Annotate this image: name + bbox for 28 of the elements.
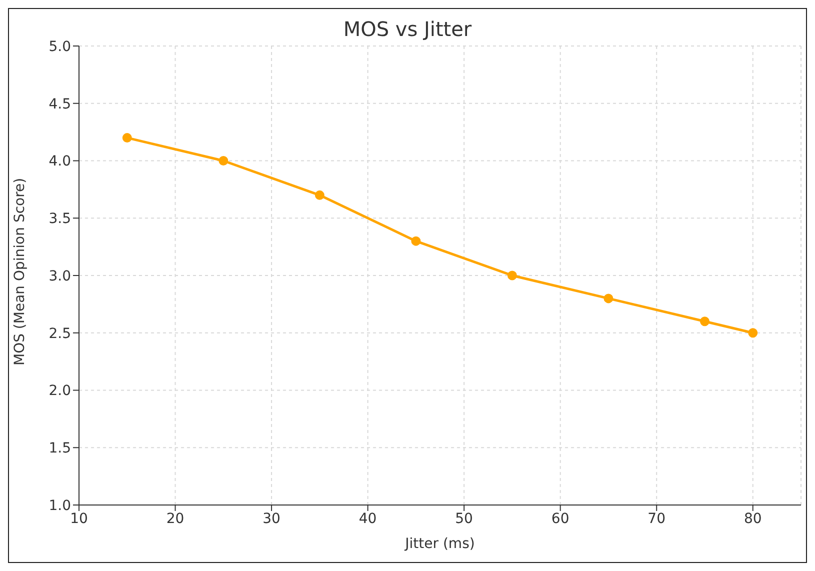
x-tick-label: 70: [648, 510, 666, 527]
y-tick-label: 1.0: [48, 498, 71, 514]
y-tick-label: 5.0: [48, 38, 71, 55]
y-tick-label: 2.5: [48, 326, 71, 342]
x-tick-label: 40: [358, 510, 377, 527]
point: [122, 133, 132, 143]
point: [604, 294, 614, 304]
x-tick-label: 50: [455, 510, 473, 527]
y-tick-label: 2.0: [48, 383, 71, 400]
x-tick-label: 60: [551, 510, 570, 527]
y-tick-label: 3.0: [48, 268, 71, 284]
x-tick-label: 10: [70, 510, 88, 527]
point: [411, 236, 421, 246]
y-tick-label: 3.5: [48, 211, 71, 228]
point: [314, 190, 324, 200]
point: [218, 156, 228, 166]
y-tick-label: 4.0: [48, 154, 71, 170]
point: [507, 270, 517, 280]
point: [748, 328, 758, 338]
chart-title: MOS vs Jitter: [343, 17, 472, 41]
x-axis-title: Jitter (ms): [404, 536, 475, 552]
y-tick-label: 4.5: [48, 96, 71, 112]
x-tick-label: 80: [744, 510, 762, 527]
x-tick-label: 20: [166, 510, 184, 527]
y-axis-title: MOS (Mean Opinion Score): [12, 178, 28, 366]
x-tick-label: 30: [262, 510, 280, 527]
y-tick-label: 1.5: [48, 440, 71, 457]
point: [700, 316, 710, 326]
